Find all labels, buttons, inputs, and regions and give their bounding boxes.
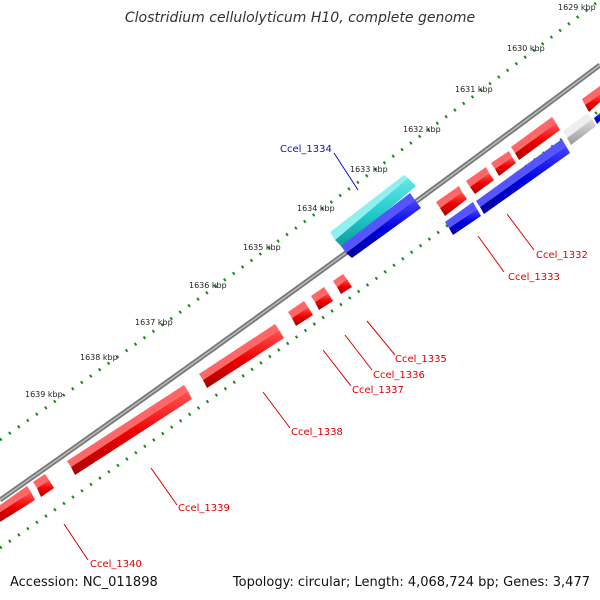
map-title: Clostridium cellulolyticum H10, complete… (124, 10, 476, 26)
gene-label-ccel-1339[interactable]: Ccel_1339 (178, 503, 230, 514)
kbp-labels: 1629 kbp 1630 kbp 1631 kbp 1632 kbp 1633… (25, 3, 596, 399)
leader-lines (63, 152, 535, 561)
gene-label-ccel-1332[interactable]: Ccel_1332 (536, 250, 588, 261)
feature-right-red-2[interactable] (466, 167, 494, 194)
kbp-label-1631: 1631 kbp (455, 85, 493, 94)
kbp-label-1629: 1629 kbp (558, 3, 596, 12)
feature-right-blue-2[interactable] (476, 139, 570, 214)
kbp-scale-ring (0, 0, 600, 442)
genome-summary: Topology: circular; Length: 4,068,724 bp… (232, 575, 590, 590)
gene-label-ccel-1335[interactable]: Ccel_1335 (395, 354, 447, 365)
feature-ccel-1340[interactable] (33, 474, 54, 497)
feature-ccel-1334-cds[interactable] (341, 193, 421, 258)
feature-right-grey[interactable] (563, 113, 596, 145)
kbp-label-1638: 1638 kbp (80, 353, 118, 362)
kbp-label-1636: 1636 kbp (189, 281, 227, 290)
feature-ccel-1338[interactable] (199, 324, 284, 388)
accession-label: Accession: NC_011898 (10, 575, 158, 590)
gene-label-ccel-1334[interactable]: Ccel_1334 (280, 144, 332, 155)
gene-label-ccel-1333[interactable]: Ccel_1333 (508, 272, 560, 283)
feature-ccel-1333[interactable] (445, 202, 481, 235)
kbp-label-1634: 1634 kbp (297, 204, 335, 213)
feature-left-red-edge[interactable] (0, 486, 35, 522)
feature-right-red-4[interactable] (511, 117, 560, 160)
feature-ccel-1332[interactable] (436, 186, 467, 216)
feature-ccel-1335[interactable] (333, 274, 352, 294)
feature-right-red-5[interactable] (582, 86, 600, 112)
feature-ccel-1336[interactable] (311, 287, 333, 310)
gene-label-ccel-1337[interactable]: Ccel_1337 (352, 385, 404, 396)
gene-label-ccel-1340[interactable]: Ccel_1340 (90, 559, 142, 570)
feature-right-blue-3[interactable] (594, 113, 600, 124)
kbp-label-1639: 1639 kbp (25, 390, 63, 399)
feature-right-red-3[interactable] (491, 151, 516, 176)
kbp-label-1630: 1630 kbp (507, 44, 545, 53)
kbp-label-1632: 1632 kbp (403, 125, 441, 134)
genome-backbone-highlight (0, 64, 600, 501)
kbp-label-1635: 1635 kbp (243, 243, 281, 252)
feature-ccel-1339[interactable] (67, 385, 192, 475)
feature-ccel-1334-rna[interactable] (330, 175, 416, 248)
feature-ccel-1337[interactable] (288, 301, 313, 326)
kbp-label-1633: 1633 kbp (350, 165, 388, 174)
gene-label-ccel-1336[interactable]: Ccel_1336 (373, 370, 425, 381)
kbp-label-1637: 1637 kbp (135, 318, 173, 327)
gene-label-ccel-1338[interactable]: Ccel_1338 (291, 427, 343, 438)
inner-tick-ring (0, 108, 600, 550)
